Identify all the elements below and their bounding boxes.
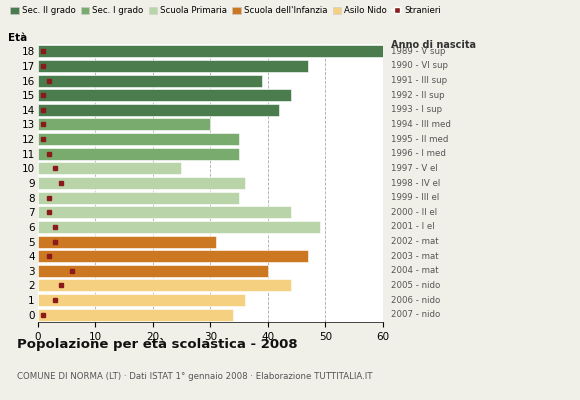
Text: 1994 - III med: 1994 - III med <box>392 120 451 129</box>
Bar <box>38 104 280 116</box>
Text: 1998 - IV el: 1998 - IV el <box>392 178 441 188</box>
Bar <box>38 162 182 174</box>
Bar <box>38 265 268 277</box>
Bar <box>38 74 262 86</box>
Bar <box>38 309 233 321</box>
Bar <box>38 192 239 204</box>
Text: 2005 - nido: 2005 - nido <box>392 281 441 290</box>
Text: 2000 - II el: 2000 - II el <box>392 208 437 217</box>
Legend: Sec. II grado, Sec. I grado, Scuola Primaria, Scuola dell'Infanzia, Asilo Nido, : Sec. II grado, Sec. I grado, Scuola Prim… <box>10 6 441 15</box>
Text: 1991 - III sup: 1991 - III sup <box>392 76 447 85</box>
Text: Età: Età <box>8 33 28 43</box>
Bar <box>38 133 239 145</box>
Bar <box>38 148 239 160</box>
Text: 1999 - III el: 1999 - III el <box>392 193 440 202</box>
Text: 1995 - II med: 1995 - II med <box>392 135 449 144</box>
Text: 2003 - mat: 2003 - mat <box>392 252 439 261</box>
Text: 2004 - mat: 2004 - mat <box>392 266 439 275</box>
Bar <box>38 206 291 218</box>
Text: 2007 - nido: 2007 - nido <box>392 310 441 319</box>
Text: Popolazione per età scolastica - 2008: Popolazione per età scolastica - 2008 <box>17 338 298 351</box>
Bar <box>38 118 210 130</box>
Text: 1996 - I med: 1996 - I med <box>392 149 446 158</box>
Text: 2001 - I el: 2001 - I el <box>392 222 435 231</box>
Text: Anno di nascita: Anno di nascita <box>392 40 476 50</box>
Bar <box>38 236 216 248</box>
Text: COMUNE DI NORMA (LT) · Dati ISTAT 1° gennaio 2008 · Elaborazione TUTTITALIA.IT: COMUNE DI NORMA (LT) · Dati ISTAT 1° gen… <box>17 372 373 381</box>
Bar <box>38 60 308 72</box>
Bar <box>38 177 245 189</box>
Bar <box>38 250 308 262</box>
Text: 1993 - I sup: 1993 - I sup <box>392 105 443 114</box>
Bar <box>38 280 291 292</box>
Bar <box>38 45 383 57</box>
Bar <box>38 221 320 233</box>
Bar <box>38 294 245 306</box>
Text: 1989 - V sup: 1989 - V sup <box>392 47 446 56</box>
Text: 1992 - II sup: 1992 - II sup <box>392 91 445 100</box>
Text: 2002 - mat: 2002 - mat <box>392 237 439 246</box>
Text: 1997 - V el: 1997 - V el <box>392 164 438 173</box>
Text: 1990 - VI sup: 1990 - VI sup <box>392 62 448 70</box>
Bar <box>38 89 291 101</box>
Text: 2006 - nido: 2006 - nido <box>392 296 441 304</box>
